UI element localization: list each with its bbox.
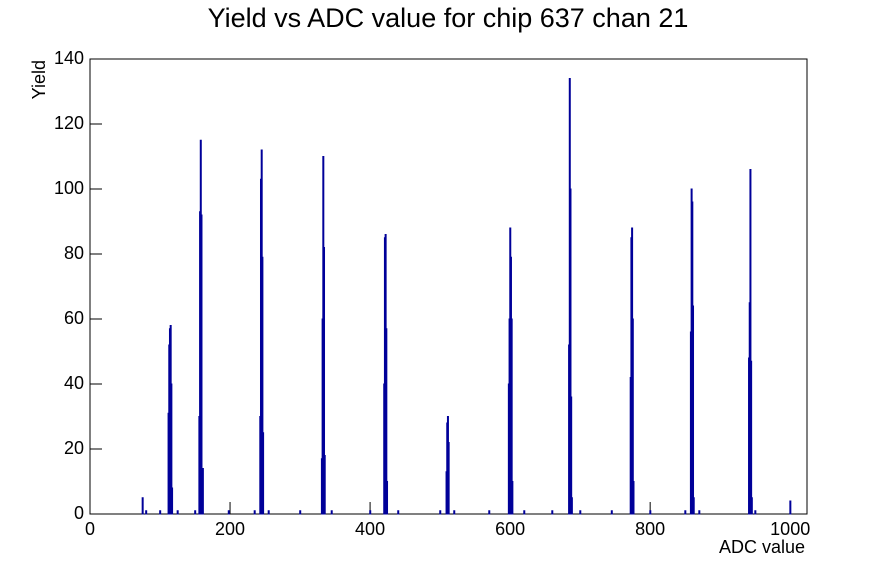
- bar: [397, 510, 400, 515]
- x-tick-label: 1000: [770, 519, 810, 539]
- x-tick-label: 0: [85, 519, 95, 539]
- y-tick-label: 120: [54, 113, 84, 133]
- bar: [610, 510, 613, 515]
- y-tick-label: 80: [64, 243, 84, 263]
- bar: [267, 510, 270, 515]
- bar: [253, 510, 256, 515]
- bar: [511, 481, 514, 515]
- x-axis-title: ADC value: [719, 537, 805, 557]
- bar: [323, 455, 326, 515]
- bar: [201, 468, 204, 515]
- x-tick-label: 400: [355, 519, 385, 539]
- bar: [369, 510, 372, 515]
- y-tick-label: 140: [54, 48, 84, 68]
- bar: [171, 487, 174, 515]
- y-tick-label: 20: [64, 438, 84, 458]
- bar: [141, 497, 144, 515]
- chart-title: Yield vs ADC value for chip 637 chan 21: [208, 3, 689, 33]
- bar: [750, 360, 753, 515]
- bar: [299, 510, 302, 515]
- bar: [439, 510, 442, 515]
- bar: [523, 510, 526, 515]
- bar: [194, 510, 197, 515]
- bar: [570, 396, 573, 515]
- bar: [579, 510, 582, 515]
- bar: [632, 481, 635, 515]
- y-tick-label: 60: [64, 308, 84, 328]
- bar: [551, 510, 554, 515]
- bar: [159, 510, 162, 515]
- y-tick-label: 0: [74, 503, 84, 523]
- bar: [649, 510, 652, 515]
- bar: [145, 510, 148, 515]
- bar: [698, 510, 701, 515]
- bar: [754, 510, 757, 515]
- y-tick-label: 40: [64, 373, 84, 393]
- bar: [262, 432, 265, 515]
- x-tick-label: 800: [635, 519, 665, 539]
- bar: [176, 510, 179, 515]
- bar: [330, 510, 333, 515]
- bar: [684, 510, 687, 515]
- bar: [570, 497, 573, 515]
- bar: [692, 497, 695, 515]
- bar: [789, 500, 792, 515]
- bar: [227, 510, 230, 515]
- bar: [488, 510, 491, 515]
- bar: [750, 497, 753, 515]
- y-axis-title: Yield: [29, 60, 49, 99]
- x-tick-label: 600: [495, 519, 525, 539]
- bar: [447, 442, 450, 515]
- bar: [386, 481, 389, 515]
- y-tick-label: 100: [54, 178, 84, 198]
- bar: [453, 510, 456, 515]
- bar: [692, 305, 695, 515]
- x-tick-label: 200: [215, 519, 245, 539]
